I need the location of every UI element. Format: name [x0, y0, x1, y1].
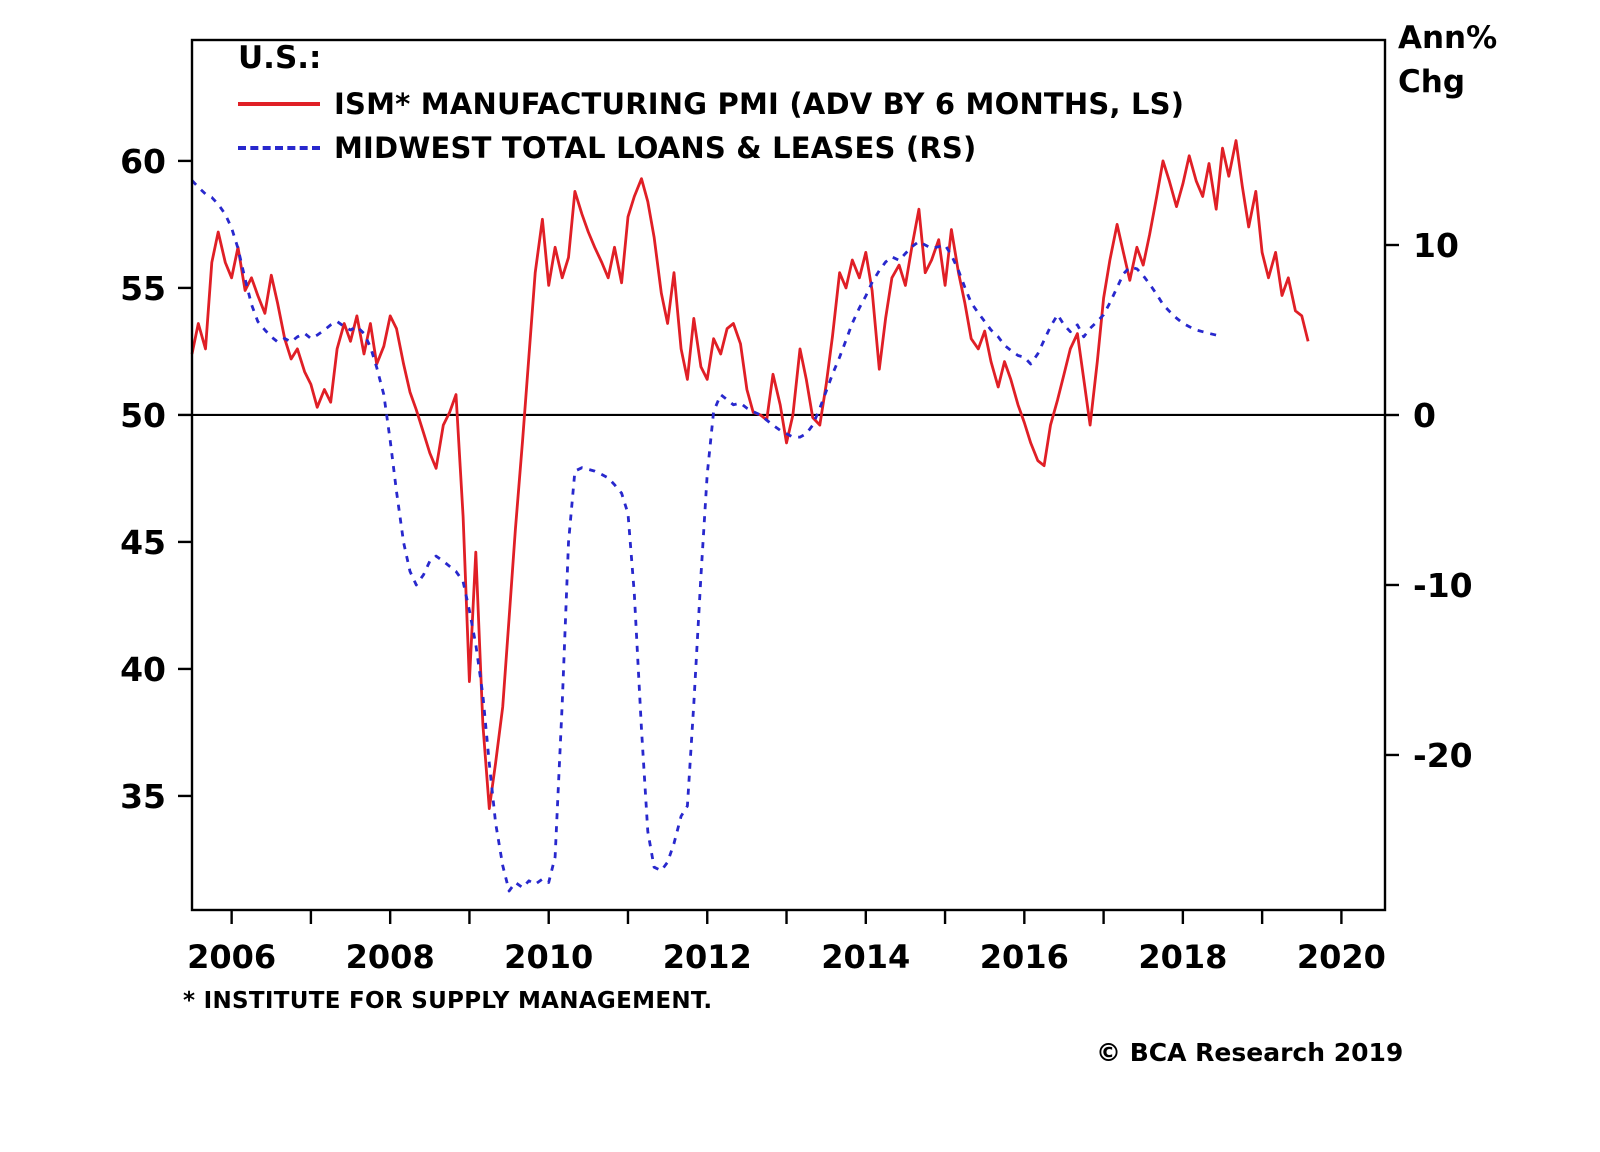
copyright: © BCA Research 2019	[1096, 1038, 1404, 1067]
chart-legend: U.S.: ISM* MANUFACTURING PMI (ADV BY 6 M…	[238, 40, 1184, 170]
x-axis-tick-label: 2020	[1297, 938, 1386, 976]
x-axis-tick-label: 2018	[1138, 938, 1227, 976]
left-axis-tick-label: 55	[120, 269, 166, 308]
footnote: * INSTITUTE FOR SUPPLY MANAGEMENT.	[183, 988, 713, 1014]
right-axis-title-line1: Ann%	[1398, 20, 1498, 56]
plot-border	[190, 38, 1387, 912]
series1-line-swatch	[238, 102, 320, 106]
right-axis-tick-label: 0	[1413, 396, 1436, 435]
x-axis-tick-label: 2016	[980, 938, 1069, 976]
left-axis-tick-label: 50	[120, 396, 166, 435]
x-axis-tick-label: 2006	[187, 938, 276, 976]
series-line-ism-pmi	[190, 139, 1310, 810]
legend-item-midwest-loans: MIDWEST TOTAL LOANS & LEASES (RS)	[238, 126, 1184, 170]
left-axis-tick-label: 60	[120, 142, 166, 181]
left-axis-tick-label: 40	[120, 650, 166, 689]
series1-label: ISM* MANUFACTURING PMI (ADV BY 6 MONTHS,…	[334, 87, 1185, 121]
legend-item-ism-pmi: ISM* MANUFACTURING PMI (ADV BY 6 MONTHS,…	[238, 82, 1184, 126]
x-axis-tick-label: 2010	[504, 938, 593, 976]
right-axis-tick-label: 10	[1413, 226, 1459, 265]
right-axis-title-line2: Chg	[1398, 64, 1466, 100]
x-axis-tick-label: 2008	[346, 938, 435, 976]
right-axis-tick-label: -10	[1413, 566, 1473, 605]
left-axis-tick-label: 45	[120, 523, 166, 562]
right-axis-title: Ann% Chg	[1398, 16, 1497, 104]
x-axis-tick-label: 2014	[821, 938, 910, 976]
series2-line-swatch	[238, 146, 320, 150]
series-line-midwest-loans	[190, 179, 1223, 893]
series2-label: MIDWEST TOTAL LOANS & LEASES (RS)	[334, 131, 977, 165]
left-axis-tick-label: 35	[120, 777, 166, 816]
legend-title: U.S.:	[238, 40, 322, 76]
right-axis-tick-label: -20	[1413, 736, 1473, 775]
x-axis-tick-label: 2012	[663, 938, 752, 976]
